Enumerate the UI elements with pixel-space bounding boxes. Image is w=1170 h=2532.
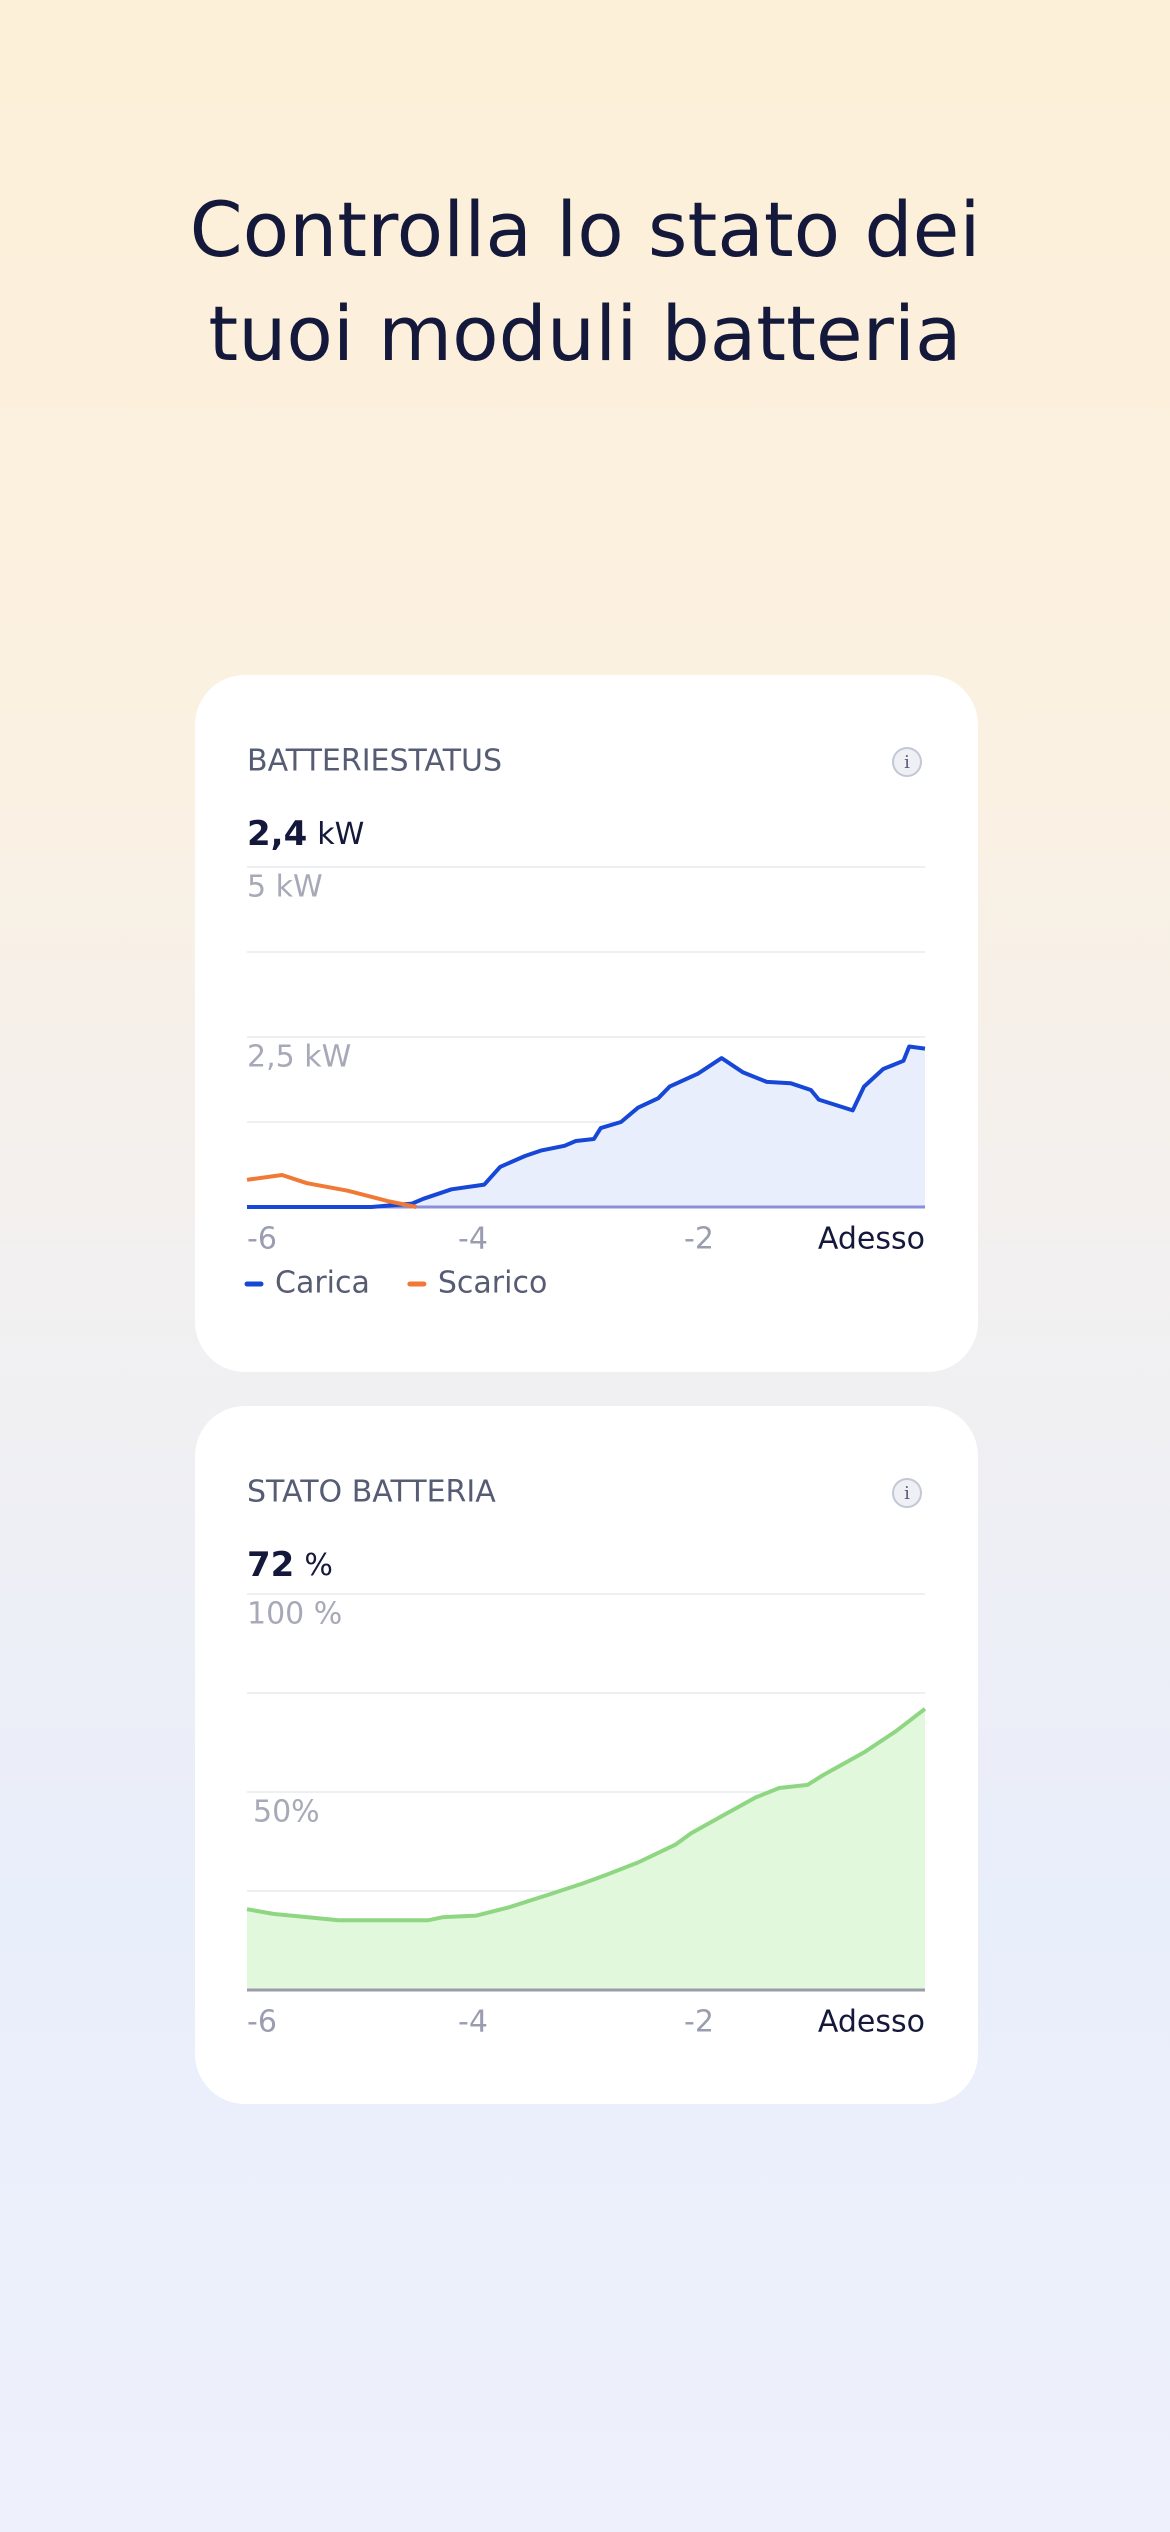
- legend-label: Carica: [275, 1266, 370, 1301]
- x-tick-label: Adesso: [818, 1222, 925, 1257]
- y-tick-label: 50%: [253, 1795, 320, 1830]
- info-icon-glyph: i: [904, 1483, 910, 1504]
- x-tick-label: -4: [458, 1222, 488, 1257]
- current-value: 2,4 kW: [247, 814, 364, 854]
- headline: Controlla lo stato dei tuoi moduli batte…: [0, 178, 1170, 386]
- x-tick-label: -2: [684, 1222, 714, 1257]
- current-unit: %: [304, 1548, 333, 1583]
- x-tick-label: -4: [458, 2005, 488, 2040]
- y-tick-label: 100 %: [247, 1597, 342, 1632]
- x-tick-label: -2: [684, 2005, 714, 2040]
- area: [247, 1708, 925, 1990]
- headline-line: Controlla lo stato dei: [189, 185, 981, 274]
- line: [247, 1044, 926, 1209]
- x-tick-label: -6: [247, 2005, 277, 2040]
- y-tick-label: 2,5 kW: [247, 1040, 351, 1075]
- card: STATO BATTERIA i 72% 100 % 50% -6 -4 -2 Adesso: [195, 1406, 978, 2104]
- card-title: STATO BATTERIA: [247, 1475, 496, 1510]
- info-icon[interactable]: [892, 1478, 922, 1508]
- info-icon-glyph: i: [904, 752, 910, 773]
- line: [246, 1707, 927, 1923]
- y-tick-label: 5 kW: [247, 870, 323, 905]
- card: BATTERIESTATUS i 2,4 kW 5 kW 2,5 kW -6 -4 -2 Ades…: [195, 675, 978, 1372]
- chart: STATO BATTERIA i 72 % 100 % 50% -6 -4 -2 Adesso: [246, 1475, 927, 2040]
- x-tick-label: Adesso: [818, 2005, 925, 2040]
- headline-line: tuoi moduli batteria: [208, 289, 962, 378]
- chart: BATTERIESTATUS i 2,4 kW 5 kW 2,5 kW -6 -4 -2 Ades…: [244, 744, 926, 1301]
- current-number: 72: [247, 1545, 294, 1585]
- current-number: 2,4: [247, 814, 307, 854]
- current-value: 72%: [247, 1545, 333, 1585]
- legend-label: Scarico: [438, 1266, 547, 1301]
- line: [246, 1173, 417, 1209]
- info-icon[interactable]: [892, 747, 922, 777]
- x-tick-label: -6: [247, 1222, 277, 1257]
- card-title: BATTERIESTATUS: [247, 744, 502, 779]
- area: [247, 1046, 925, 1207]
- current-unit: kW: [317, 817, 364, 852]
